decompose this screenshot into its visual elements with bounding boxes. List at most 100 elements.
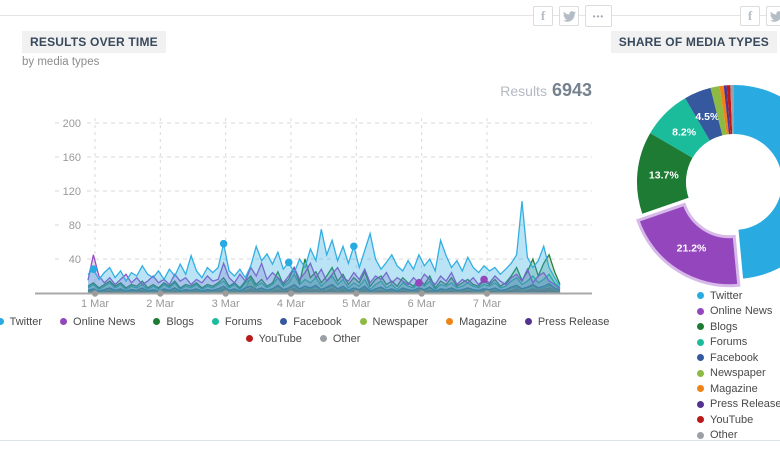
donut-segment-youtube[interactable]: [726, 85, 733, 135]
data-marker-twitter[interactable]: [350, 242, 358, 251]
x-tick-dot: [483, 290, 491, 297]
legend-item-label: Twitter: [9, 315, 43, 328]
more-share-button[interactable]: •••: [585, 5, 612, 27]
donut-segment-other[interactable]: [730, 85, 734, 134]
legend-item-label: Forums: [710, 336, 748, 349]
donut-segment-label: 4.5%: [695, 111, 720, 123]
legend-item-magazine[interactable]: Magazine: [697, 383, 780, 395]
legend-item-forums[interactable]: Forums: [697, 336, 780, 349]
series-line-newspaper: [87, 276, 561, 293]
x-tick-label: 4 Mar: [277, 298, 305, 310]
twitter-share-button[interactable]: [559, 6, 579, 26]
series-line-forums: [87, 273, 561, 291]
legend-dot-icon: [697, 416, 704, 424]
data-marker-twitter[interactable]: [89, 265, 98, 273]
legend-item-youtube[interactable]: YouTube: [697, 414, 780, 426]
bottom-divider: [0, 440, 780, 441]
series-line-magazine: [87, 288, 561, 293]
data-marker-online-news[interactable]: [480, 275, 488, 284]
x-tick-label: 7 Mar: [473, 298, 501, 310]
legend-item-magazine[interactable]: Magazine: [446, 316, 507, 328]
x-tick-label: 5 Mar: [342, 298, 370, 310]
results-over-time-chart[interactable]: 40 80 120 160 200 1 Mar 2 Mar 3 Mar 4 Mar 5 Mar 6 …: [35, 106, 595, 311]
share-buttons-right: f: [740, 6, 780, 26]
legend-item-youtube[interactable]: YouTube: [245, 332, 302, 345]
x-tick-label: 6 Mar: [408, 298, 436, 310]
x-tick-dot: [157, 290, 164, 297]
series-area-twitter: [88, 201, 560, 293]
donut-segment-magazine[interactable]: [719, 85, 729, 135]
legend-item-label: YouTube: [710, 413, 754, 426]
legend-item-label: Newspaper: [372, 315, 429, 328]
legend-item-label: YouTube: [258, 332, 302, 345]
donut-legend: Twitter Online News Blogs Forums Facebook New…: [697, 290, 780, 445]
legend-dot-icon: [0, 318, 4, 325]
twitter-share-button[interactable]: [766, 6, 780, 26]
legend-item-other[interactable]: Other: [697, 429, 780, 442]
twitter-bird-icon: [562, 10, 576, 23]
top-divider: [0, 15, 780, 16]
x-tick-dot: [222, 290, 229, 297]
y-tick-label-bg: [59, 218, 83, 232]
legend-item-blogs[interactable]: Blogs: [697, 321, 780, 333]
facebook-icon: f: [747, 8, 753, 23]
legend-dot-icon: [697, 307, 704, 315]
donut-segment-newspaper[interactable]: [710, 86, 727, 136]
legend-dot-icon: [697, 338, 704, 346]
x-tick-label: 3 Mar: [212, 298, 240, 310]
donut-segment-blogs[interactable]: [636, 133, 693, 214]
legend-item-other[interactable]: Other: [319, 333, 360, 345]
x-tick-label: 1 Mar: [81, 298, 109, 310]
legend-item-twitter[interactable]: Twitter: [697, 290, 780, 302]
legend-item-forums[interactable]: Forums: [211, 316, 262, 328]
donut-segment-label: 21.2%: [677, 243, 707, 255]
legend-item-facebook[interactable]: Facebook: [697, 352, 780, 364]
legend-item-online-news[interactable]: Online News: [697, 305, 780, 317]
donut-segment-press-release[interactable]: [723, 85, 731, 135]
y-tick-label: 80: [69, 220, 81, 232]
timeseries-legend: Twitter Online News Blogs Forums Facebook New…: [0, 313, 609, 347]
legend-item-facebook[interactable]: Facebook: [280, 316, 342, 328]
legend-item-newspaper[interactable]: Newspaper: [697, 367, 780, 379]
donut-segment-twitter[interactable]: [734, 84, 780, 279]
legend-item-blogs[interactable]: Blogs: [153, 316, 194, 328]
data-marker-twitter[interactable]: [219, 239, 228, 248]
series-area-forums: [88, 274, 560, 293]
donut-segment-facebook[interactable]: [685, 87, 723, 141]
legend-item-label: Twitter: [710, 289, 743, 302]
legend-item-label: Other: [710, 429, 738, 442]
legend-dot-icon: [245, 335, 253, 342]
x-tick-dot: [353, 290, 360, 297]
x-tick-dot: [418, 290, 425, 297]
legend-dot-icon: [280, 318, 288, 325]
legend-dot-icon: [697, 323, 704, 331]
donut-segment-online-news[interactable]: [636, 202, 741, 288]
legend-dot-icon: [446, 318, 454, 325]
legend-dot-icon: [524, 318, 532, 325]
data-marker-online-news[interactable]: [415, 279, 423, 287]
legend-item-label: Magazine: [459, 315, 507, 328]
media-types-donut-chart[interactable]: 21.2% 13.7% 8.2% 4.5%: [630, 80, 780, 295]
y-tick-label: 200: [63, 118, 81, 130]
legend-item-press-release[interactable]: Press Release: [524, 316, 609, 328]
results-count-label: Results: [500, 83, 547, 99]
legend-item-press-release[interactable]: Press Release: [697, 398, 780, 411]
y-tick-label-bg: [59, 184, 83, 198]
data-marker-twitter[interactable]: [284, 258, 293, 267]
legend-dot-icon: [60, 318, 68, 325]
ellipsis-icon: •••: [592, 11, 605, 21]
legend-dot-icon: [697, 431, 704, 439]
legend-item-twitter[interactable]: Twitter: [0, 316, 42, 328]
facebook-share-button[interactable]: f: [533, 6, 553, 26]
x-tick-dot: [287, 290, 295, 297]
donut-segment-forums[interactable]: [650, 98, 710, 158]
legend-item-newspaper[interactable]: Newspaper: [359, 315, 429, 328]
legend-item-label: Press Release: [710, 398, 780, 411]
legend-item-label: Facebook: [710, 351, 759, 364]
legend-item-online-news[interactable]: Online News: [60, 316, 135, 328]
legend-dot-icon: [697, 385, 704, 393]
legend-item-label: Blogs: [710, 320, 738, 333]
share-buttons-left: f •••: [533, 5, 612, 27]
facebook-share-button[interactable]: f: [740, 6, 760, 26]
x-tick-dot: [91, 290, 99, 297]
